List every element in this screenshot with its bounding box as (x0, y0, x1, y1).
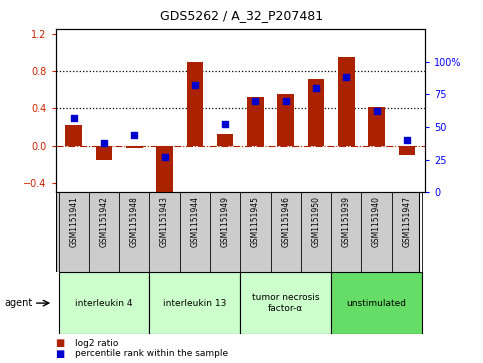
Text: percentile rank within the sample: percentile rank within the sample (75, 350, 228, 358)
Text: GSM1151943: GSM1151943 (160, 196, 169, 247)
Bar (331, 272, 422, 334)
Point (70, 115, 78, 121)
Bar (149, 272, 241, 334)
Text: GSM1151945: GSM1151945 (251, 196, 260, 247)
Bar (156, 146, 173, 192)
Bar (96, 146, 113, 160)
Text: GSM1151941: GSM1151941 (69, 196, 78, 247)
Text: GSM1151948: GSM1151948 (130, 196, 139, 247)
Bar (247, 97, 264, 146)
Bar (58, 272, 149, 334)
Text: GSM1151949: GSM1151949 (221, 196, 229, 247)
Point (282, 98, 290, 104)
Text: ■: ■ (56, 338, 65, 348)
Point (252, 98, 259, 104)
Point (221, 122, 229, 127)
Bar (126, 146, 142, 148)
Bar (338, 57, 355, 146)
Point (191, 82, 199, 88)
Text: GSM1151950: GSM1151950 (312, 196, 321, 247)
Text: GSM1151942: GSM1151942 (99, 196, 109, 247)
Text: agent: agent (5, 298, 33, 308)
Text: GSM1151947: GSM1151947 (402, 196, 412, 247)
Bar (308, 78, 325, 146)
Bar (277, 94, 294, 146)
Text: GSM1151940: GSM1151940 (372, 196, 381, 247)
Point (130, 132, 138, 138)
Text: interleukin 13: interleukin 13 (163, 299, 227, 307)
Bar (368, 106, 385, 146)
Point (373, 109, 381, 114)
Text: interleukin 4: interleukin 4 (75, 299, 133, 307)
Text: log2 ratio: log2 ratio (75, 339, 118, 347)
Bar (65, 125, 82, 146)
Point (342, 74, 350, 80)
Point (161, 154, 169, 160)
Text: tumor necrosis
factor-α: tumor necrosis factor-α (252, 293, 319, 313)
Text: GDS5262 / A_32_P207481: GDS5262 / A_32_P207481 (160, 9, 323, 22)
Text: GSM1151939: GSM1151939 (342, 196, 351, 247)
Text: GSM1151946: GSM1151946 (281, 196, 290, 247)
Bar (186, 62, 203, 146)
Point (312, 85, 320, 91)
Text: ■: ■ (56, 349, 65, 359)
Bar (241, 272, 331, 334)
Point (100, 140, 108, 146)
Text: GSM1151944: GSM1151944 (190, 196, 199, 247)
Bar (398, 146, 415, 155)
Text: unstimulated: unstimulated (347, 299, 407, 307)
Bar (217, 134, 233, 146)
Point (403, 137, 411, 143)
